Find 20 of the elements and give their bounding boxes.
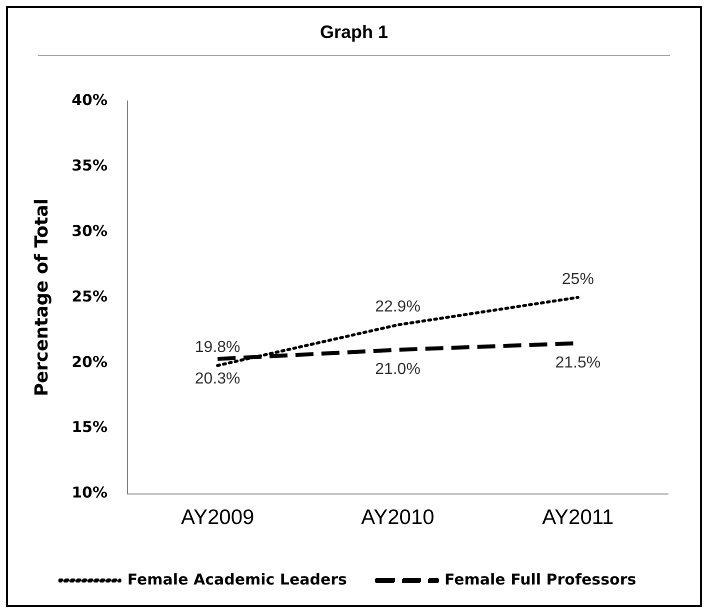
legend-label: Female Academic Leaders: [127, 570, 348, 588]
legend-label: Female Full Professors: [444, 570, 636, 588]
x-tick-label: AY2009: [181, 506, 254, 530]
data-label: 22.9%: [375, 298, 420, 316]
x-tick-label: AY2010: [361, 506, 434, 530]
y-tick-label: 25%: [72, 287, 108, 306]
y-tick-label: 30%: [72, 222, 108, 240]
y-tick-label: 35%: [72, 156, 108, 174]
x-tick-label: AY2011: [542, 506, 614, 530]
data-label: 20.3%: [194, 370, 240, 388]
data-label: 21.5%: [555, 354, 601, 372]
chart-title: Graph 1: [38, 22, 670, 56]
y-tick-label: 10%: [72, 484, 108, 502]
y-tick-label: 15%: [72, 418, 108, 436]
y-tick-label: 20%: [72, 352, 108, 371]
y-axis-title: Percentage of Total: [31, 198, 52, 396]
data-label: 25%: [562, 270, 594, 288]
y-tick-label: 40%: [72, 90, 108, 109]
data-label: 21.0%: [375, 361, 420, 378]
data-label: 19.8%: [194, 338, 240, 356]
